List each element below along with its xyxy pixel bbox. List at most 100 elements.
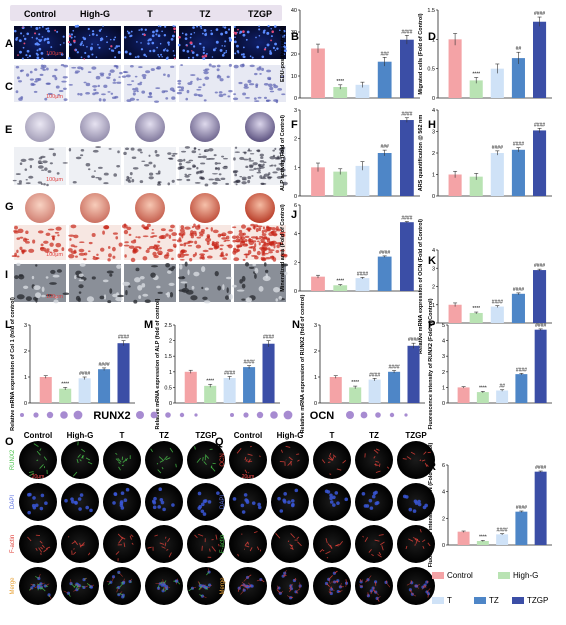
significance-label: ****	[336, 79, 344, 85]
legend-label: TZGP	[527, 596, 548, 605]
ars-micrograph-image	[68, 224, 123, 262]
significance-label: ****	[472, 71, 480, 77]
ars-well-image	[234, 192, 286, 224]
fluor-micrograph	[103, 483, 141, 521]
y-tick-label: 3	[24, 323, 27, 329]
significance-label: ####	[516, 505, 527, 511]
bar-control	[311, 276, 325, 291]
bar-high-g	[476, 392, 489, 403]
y-axis-label: EDU-positive rate (%)	[280, 26, 286, 82]
fluor-micrograph	[145, 483, 183, 521]
ars-well-image	[179, 192, 231, 224]
legend-item-high-g: High-G	[498, 571, 538, 580]
fluor-micrograph	[61, 567, 99, 605]
y-tick-label: 0	[432, 194, 435, 200]
fluor-col-label: High-G	[67, 431, 94, 440]
migration-stain-image	[176, 63, 233, 102]
fluor-micrograph	[145, 567, 183, 605]
y-tick-label: 20	[291, 52, 297, 58]
legend-swatch	[512, 597, 524, 604]
decor-dot	[46, 411, 54, 419]
legend-swatch	[432, 572, 444, 579]
panel-letter-i: I	[5, 269, 8, 281]
bar-control	[311, 167, 325, 196]
alp-well-image	[69, 111, 121, 143]
chart-k: 0 1 2 3 4 Relative mRNA expression of OCN (Fo…	[418, 219, 552, 354]
y-tick-label: 2.5	[164, 323, 172, 329]
significance-label: ####	[79, 371, 90, 377]
alp-micrograph-image	[176, 146, 231, 187]
y-axis-label: ARS quantification @ 562 nm	[418, 115, 424, 192]
bar-tz	[243, 367, 256, 403]
y-tick-label: 2	[432, 151, 435, 157]
fluor-row-label: RUNX2	[10, 449, 16, 470]
y-axis-label: ALP activity (Fold of Control)	[280, 115, 286, 191]
chart-j: 0 2 4 6 Mineralized area (Fold of Control) **…	[280, 203, 420, 295]
y-tick-label: 3	[442, 354, 445, 360]
bar-control	[329, 377, 342, 403]
fluor-col-label: Control	[24, 431, 52, 440]
y-tick-label: 6	[442, 463, 445, 469]
panel-letter-o: O	[5, 436, 14, 448]
alp-well-image	[124, 111, 176, 143]
alp-micrograph-image	[68, 146, 121, 185]
bar-t	[355, 84, 370, 98]
y-tick-label: 0	[442, 401, 445, 407]
bar-control	[184, 371, 197, 403]
panel-letter-k: K	[428, 255, 436, 267]
bar-tzgp	[400, 222, 414, 291]
y-tick-label: 2	[432, 285, 435, 291]
edu-stain-image	[124, 25, 176, 60]
group-header-bar	[10, 5, 282, 21]
fluor-row-label: DAPI	[10, 495, 16, 509]
y-tick-label: 2	[442, 370, 445, 376]
panel-letter-l: L	[5, 319, 12, 331]
y-tick-label: 1	[24, 375, 27, 381]
significance-label: ####	[513, 287, 524, 293]
significance-label: ****	[479, 534, 487, 540]
significance-label: ####	[389, 365, 400, 371]
y-tick-label: 30	[291, 30, 297, 36]
chart-n: 0 1 2 3 Relative mRNA expression of RUNX2 (f…	[300, 294, 425, 433]
decor-dot	[404, 413, 408, 417]
fluor-micrograph	[19, 567, 57, 605]
bar-tzgp	[262, 343, 275, 403]
y-tick-label: 0	[24, 401, 27, 407]
fluor-micrograph	[187, 441, 225, 479]
bar-tzgp	[534, 329, 547, 403]
significance-label: ####	[497, 528, 508, 534]
y-tick-label: 1	[432, 37, 435, 43]
group-header-label: TZGP	[248, 9, 272, 19]
chart-h: 0 1 2 3 4 ARS quantification @ 562 nm #### ####…	[418, 108, 552, 200]
fluor-micrograph	[61, 483, 99, 521]
scale-bar-label: 100μm	[46, 294, 63, 300]
significance-label: ####	[99, 362, 110, 368]
y-tick-label: 3	[432, 266, 435, 272]
legend-swatch	[474, 597, 486, 604]
significance-label: ####	[379, 250, 390, 256]
fluor-micrograph	[145, 441, 183, 479]
bar-high-g	[469, 176, 483, 196]
ars-micrograph-image	[231, 223, 288, 262]
significance-label: ###	[380, 144, 389, 150]
y-tick-label: 1	[294, 165, 297, 171]
bar-high-g	[469, 80, 483, 98]
fluor-micrograph	[61, 525, 99, 563]
y-axis-label: Mineralized area (Fold of Control)	[280, 204, 286, 292]
panel-letter-c: C	[5, 81, 13, 93]
legend-swatch	[432, 597, 444, 604]
bar-tz	[388, 371, 401, 403]
bar-high-g	[469, 312, 483, 323]
significance-label: ####	[401, 215, 412, 221]
scale-bar-label: 100μm	[46, 177, 63, 183]
y-tick-label: 2	[24, 349, 27, 355]
bar-t	[78, 378, 91, 403]
fluor-micrograph	[145, 525, 183, 563]
bar-tzgp	[117, 343, 130, 403]
fluor-micrograph	[313, 567, 351, 605]
legend-item-tz: TZ	[474, 596, 499, 605]
panel-letter-m: M	[144, 319, 153, 331]
y-tick-label: 0	[432, 96, 435, 102]
